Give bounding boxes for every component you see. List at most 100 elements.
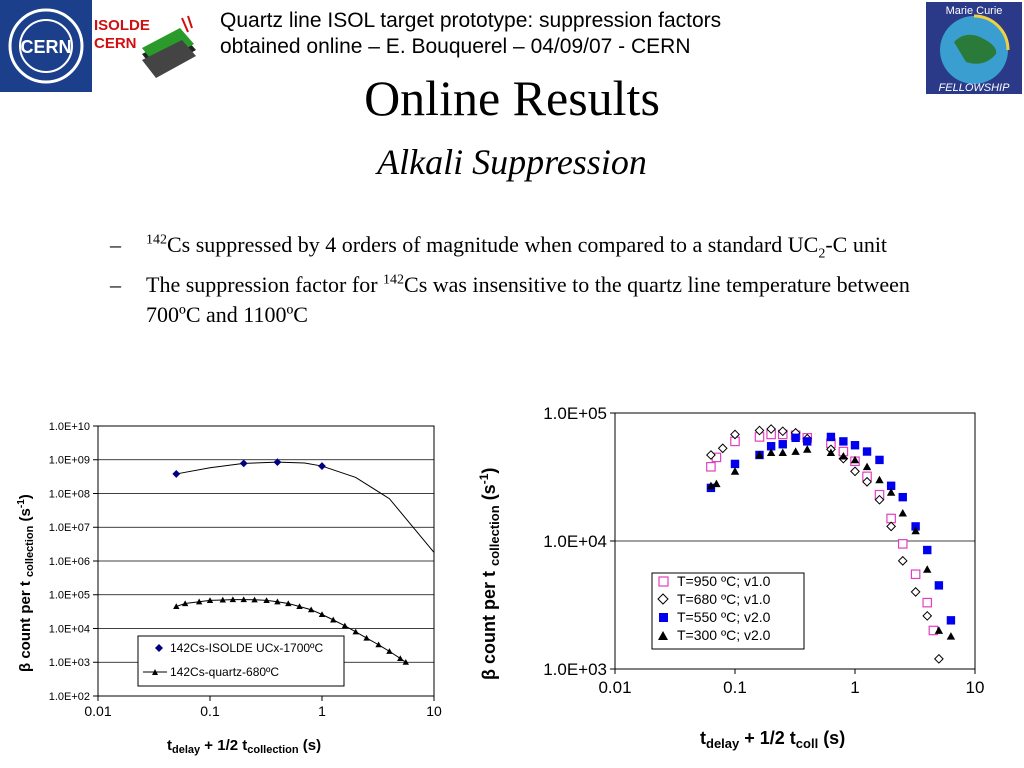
data-point <box>251 596 258 603</box>
header-title-line2: obtained online – E. Bouquerel – 04/09/0… <box>220 35 691 58</box>
data-point <box>375 641 382 648</box>
data-point <box>397 655 404 661</box>
data-point <box>307 606 315 613</box>
data-point <box>923 565 932 573</box>
y-tick-label: 1.0E+07 <box>49 522 90 534</box>
legend-marker-open-square <box>658 576 669 587</box>
data-point <box>791 433 800 443</box>
bullet-text-a: Cs suppressed by 4 orders of magnitude w… <box>167 232 819 257</box>
header-title-line1: Quartz line ISOL target prototype: suppr… <box>220 9 722 32</box>
y-tick-label: 1.0E+09 <box>49 455 90 467</box>
data-point <box>263 597 270 603</box>
data-point <box>239 459 248 468</box>
header-title: Quartz line ISOL target prototype: suppr… <box>220 8 840 60</box>
isotope-mass: 142 <box>146 232 167 248</box>
y-tick-label: 1.0E+04 <box>49 623 90 635</box>
data-point <box>791 447 800 455</box>
legend-marker-diamond <box>155 644 163 652</box>
x-tick-label: 0.01 <box>598 678 631 697</box>
legend-label: T=950 ºC; v1.0 <box>677 573 771 589</box>
data-point <box>706 450 716 460</box>
isolde-logo: ISOLDE CERN <box>92 14 202 94</box>
data-point <box>850 466 860 477</box>
data-point <box>330 616 337 623</box>
bullet-text-b: Cs was insensitive to the quartz line te… <box>146 272 910 327</box>
y-tick-label: 1.0E+05 <box>543 404 607 423</box>
data-point <box>886 481 896 490</box>
legend-label: T=300 ºC; v2.0 <box>677 627 771 643</box>
cern-logo: CERN <box>0 0 92 92</box>
data-point <box>755 450 764 459</box>
legend-label: T=680 ºC; v1.0 <box>677 591 771 607</box>
x-tick-label: 0.01 <box>84 703 111 719</box>
data-point <box>706 481 716 490</box>
slide-title: Online Results <box>364 70 660 126</box>
legend-marker-filled-triangle <box>658 631 668 640</box>
isotope-mass: 142 <box>383 272 405 288</box>
bullet-item: – 142Cs suppressed by 4 orders of magnit… <box>110 230 930 261</box>
data-point <box>934 626 944 634</box>
x-axis-label: tdelay + 1/2 tcoll (s) <box>700 728 845 751</box>
x-tick-label: 1 <box>850 678 859 697</box>
y-tick-label: 1.0E+06 <box>49 556 90 568</box>
data-point <box>839 437 848 446</box>
data-point <box>826 432 836 442</box>
data-point <box>910 569 921 580</box>
data-point <box>898 492 907 502</box>
data-point <box>839 451 848 460</box>
cern-logo-icon: CERN <box>8 8 84 84</box>
data-point <box>897 539 908 549</box>
data-point <box>318 611 326 618</box>
legend-marker-filled-square <box>659 613 668 622</box>
legend-marker-open-diamond <box>657 593 669 605</box>
y-axis-label: β count per t collection (s-1) <box>16 494 36 672</box>
data-point <box>886 488 896 496</box>
data-point <box>778 448 787 457</box>
data-point <box>730 429 740 440</box>
left-chart: 1.0E+02 1.0E+03 1.0E+04 1.0E+05 1.0E+06 1.0E+… <box>16 421 442 756</box>
bullet-dash: – <box>110 272 121 297</box>
marie-curie-logo: Marie Curie FELLOWSHIP <box>926 2 1022 94</box>
data-point <box>274 598 281 605</box>
data-point <box>206 597 214 603</box>
marie-curie-logo-bottom: FELLOWSHIP <box>939 82 1011 94</box>
data-point <box>946 632 956 640</box>
slide-subtitle: Alkali Suppression <box>377 142 647 182</box>
bullet-dash: – <box>110 232 121 257</box>
y-axis-label: β count per t collection (s-1) <box>477 468 502 680</box>
isolde-layers-icon: ISOLDE CERN <box>94 15 196 78</box>
x-tick-label: 10 <box>966 678 985 697</box>
marie-curie-globe-icon: Marie Curie FELLOWSHIP <box>939 5 1011 94</box>
data-point <box>285 600 292 607</box>
data-point <box>875 475 884 484</box>
y-tick-label: 1.0E+08 <box>49 488 90 500</box>
data-point <box>766 448 776 457</box>
data-point <box>730 467 740 475</box>
data-point <box>296 603 303 610</box>
data-point <box>922 610 933 621</box>
y-tick-label: 1.0E+03 <box>49 657 90 669</box>
data-point <box>862 476 872 487</box>
legend-marker-triangle <box>152 669 158 675</box>
data-point <box>717 443 728 454</box>
y-tick-label: 1.0E+10 <box>49 421 90 433</box>
data-point <box>886 513 896 524</box>
data-point <box>730 459 740 469</box>
data-point <box>712 479 721 488</box>
data-point <box>754 425 765 436</box>
data-point <box>897 555 908 566</box>
data-point <box>229 596 237 603</box>
data-point <box>181 600 189 607</box>
data-point <box>803 437 812 446</box>
bullet-item: – The suppression factor for 142Cs was i… <box>110 270 930 330</box>
fit-curve <box>176 461 435 553</box>
marie-curie-logo-top: Marie Curie <box>946 5 1003 17</box>
legend-label: T=550 ºC; v2.0 <box>677 609 771 625</box>
data-point <box>826 448 836 457</box>
isolde-logo-line2: CERN <box>94 35 137 52</box>
legend-label: 142Cs-ISOLDE UCx-1700ºC <box>170 641 323 655</box>
data-point <box>173 603 180 610</box>
data-point <box>777 426 788 437</box>
data-point <box>875 455 884 465</box>
data-point <box>910 587 921 597</box>
